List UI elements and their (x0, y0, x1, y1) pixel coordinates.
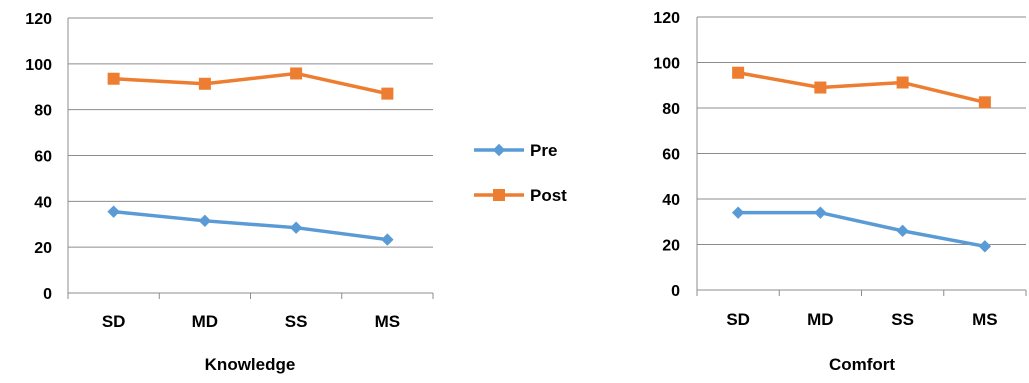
point-post-sd (107, 72, 120, 85)
x-tick-label: SD (102, 312, 126, 331)
point-pre-sd (107, 205, 120, 218)
y-tick-label: 20 (34, 240, 52, 257)
point-post-ms (381, 87, 394, 100)
y-tick-label: 100 (653, 56, 680, 73)
point-pre-ss (289, 221, 303, 234)
point-pre-ms (381, 233, 394, 246)
y-tick-label: 40 (34, 194, 52, 211)
y-tick-label: 60 (662, 147, 680, 164)
legend-label-pre: Pre (530, 141, 557, 160)
point-pre-ms (978, 240, 992, 253)
x-tick-label: MD (807, 310, 833, 329)
point-pre-md (814, 206, 827, 219)
legend-marker-post (493, 189, 505, 201)
series-line-pre (738, 210, 986, 249)
x-tick-label: SD (726, 310, 750, 329)
series-line-post (737, 71, 986, 105)
point-pre-md (198, 214, 212, 228)
point-post-md (814, 81, 827, 94)
y-tick-label: 40 (662, 192, 680, 209)
x-tick-label: MS (972, 310, 998, 329)
y-tick-label: 120 (25, 11, 52, 28)
y-tick-label: 0 (671, 283, 680, 300)
y-tick-label: 80 (662, 101, 680, 118)
legend-marker-pre (492, 143, 506, 157)
x-axis-title: Knowledge (205, 355, 296, 374)
x-axis-title: Comfort (829, 355, 895, 374)
x-tick-label: MD (192, 312, 218, 331)
y-tick-label: 100 (25, 57, 52, 74)
point-post-ss (896, 76, 909, 89)
y-tick-label: 20 (662, 238, 680, 255)
y-tick-label: 80 (34, 103, 52, 120)
chart-comfort: 0 20 40 60 80 100 120 SD MD SS MS Comfort (653, 10, 1027, 374)
legend: Pre Post (474, 141, 567, 205)
y-tick-label: 0 (43, 286, 52, 303)
chart-knowledge: 0 20 40 60 80 100 120 SD MD SS MS Knowledge (25, 11, 434, 374)
point-pre-sd (731, 206, 745, 219)
y-tick-label: 120 (653, 10, 680, 27)
point-post-ss (290, 67, 303, 80)
x-tick-label: MS (375, 312, 401, 331)
series-line-post (113, 71, 388, 96)
x-tick-label: SS (285, 312, 308, 331)
y-tick-label: 60 (34, 149, 52, 166)
point-post-md (198, 77, 211, 90)
point-post-ms (978, 96, 991, 109)
legend-label-post: Post (530, 186, 567, 205)
point-pre-ss (896, 224, 909, 238)
series-line-pre (113, 209, 388, 242)
x-tick-label: SS (891, 310, 914, 329)
point-post-sd (732, 66, 745, 79)
